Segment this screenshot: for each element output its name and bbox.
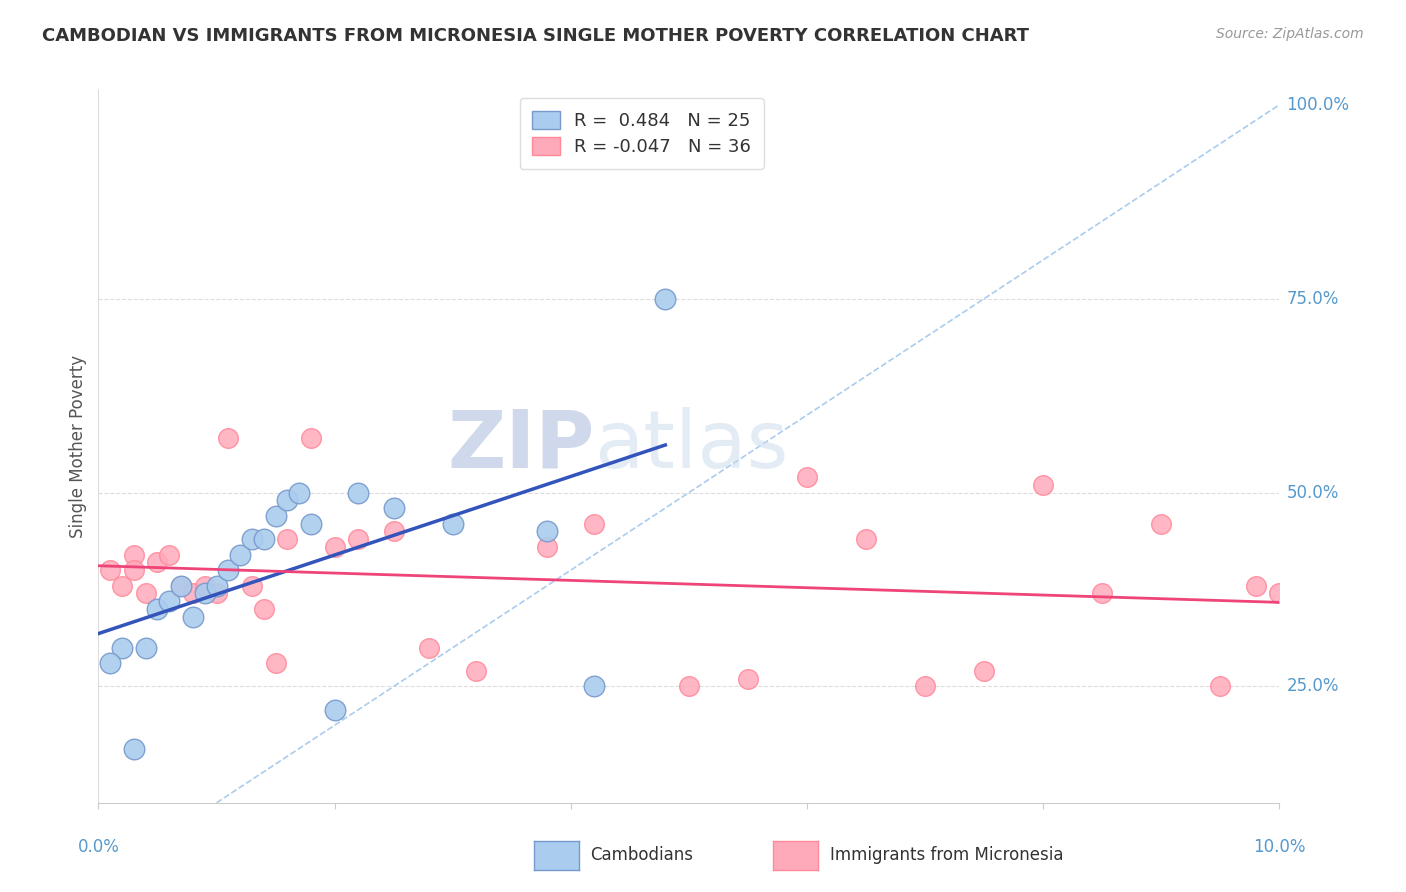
Point — [382, 524, 405, 539]
Point — [170, 579, 193, 593]
Point — [276, 493, 298, 508]
Text: 25.0%: 25.0% — [1286, 677, 1339, 696]
Point — [122, 548, 145, 562]
Text: 50.0%: 50.0% — [1286, 483, 1339, 501]
Point — [678, 680, 700, 694]
Point — [299, 516, 322, 531]
Point — [276, 532, 298, 546]
Point — [181, 586, 204, 600]
Text: CAMBODIAN VS IMMIGRANTS FROM MICRONESIA SINGLE MOTHER POVERTY CORRELATION CHART: CAMBODIAN VS IMMIGRANTS FROM MICRONESIA … — [42, 27, 1029, 45]
Point — [194, 586, 217, 600]
Point — [157, 548, 180, 562]
Point — [441, 516, 464, 531]
Point — [111, 579, 134, 593]
Point — [1209, 680, 1232, 694]
Text: 100.0%: 100.0% — [1286, 95, 1350, 113]
Point — [737, 672, 759, 686]
Point — [205, 586, 228, 600]
Point — [973, 664, 995, 678]
Point — [181, 609, 204, 624]
Point — [583, 680, 606, 694]
Point — [253, 532, 276, 546]
Point — [111, 640, 134, 655]
Point — [583, 516, 606, 531]
Point — [1091, 586, 1114, 600]
Point — [194, 579, 217, 593]
Point — [914, 680, 936, 694]
Point — [1150, 516, 1173, 531]
Point — [122, 563, 145, 577]
Text: 0.0%: 0.0% — [77, 838, 120, 855]
Point — [264, 508, 287, 523]
Point — [135, 640, 157, 655]
Point — [418, 640, 440, 655]
Legend: R =  0.484   N = 25, R = -0.047   N = 36: R = 0.484 N = 25, R = -0.047 N = 36 — [520, 98, 763, 169]
Point — [264, 656, 287, 670]
Point — [323, 703, 346, 717]
Y-axis label: Single Mother Poverty: Single Mother Poverty — [69, 354, 87, 538]
Text: Immigrants from Micronesia: Immigrants from Micronesia — [830, 847, 1063, 864]
Point — [98, 656, 121, 670]
Point — [170, 579, 193, 593]
Point — [796, 470, 818, 484]
Point — [122, 741, 145, 756]
Point — [217, 563, 239, 577]
Point — [347, 485, 370, 500]
Point — [1244, 579, 1267, 593]
Point — [288, 485, 311, 500]
Text: 75.0%: 75.0% — [1286, 290, 1339, 308]
Point — [465, 664, 488, 678]
Point — [855, 532, 877, 546]
Point — [98, 563, 121, 577]
Point — [217, 431, 239, 445]
Point — [299, 431, 322, 445]
Point — [229, 548, 252, 562]
Point — [205, 579, 228, 593]
Point — [536, 524, 558, 539]
Point — [1268, 586, 1291, 600]
Text: Cambodians: Cambodians — [591, 847, 693, 864]
Point — [253, 602, 276, 616]
Point — [347, 532, 370, 546]
Text: Source: ZipAtlas.com: Source: ZipAtlas.com — [1216, 27, 1364, 41]
Point — [146, 555, 169, 569]
Point — [382, 501, 405, 516]
Point — [536, 540, 558, 554]
Point — [323, 540, 346, 554]
Point — [654, 292, 676, 306]
Point — [146, 602, 169, 616]
Point — [135, 586, 157, 600]
Text: ZIP: ZIP — [447, 407, 595, 485]
Text: atlas: atlas — [595, 407, 789, 485]
Text: 10.0%: 10.0% — [1253, 838, 1306, 855]
Point — [240, 579, 263, 593]
Point — [157, 594, 180, 608]
Point — [240, 532, 263, 546]
Point — [1032, 477, 1054, 491]
